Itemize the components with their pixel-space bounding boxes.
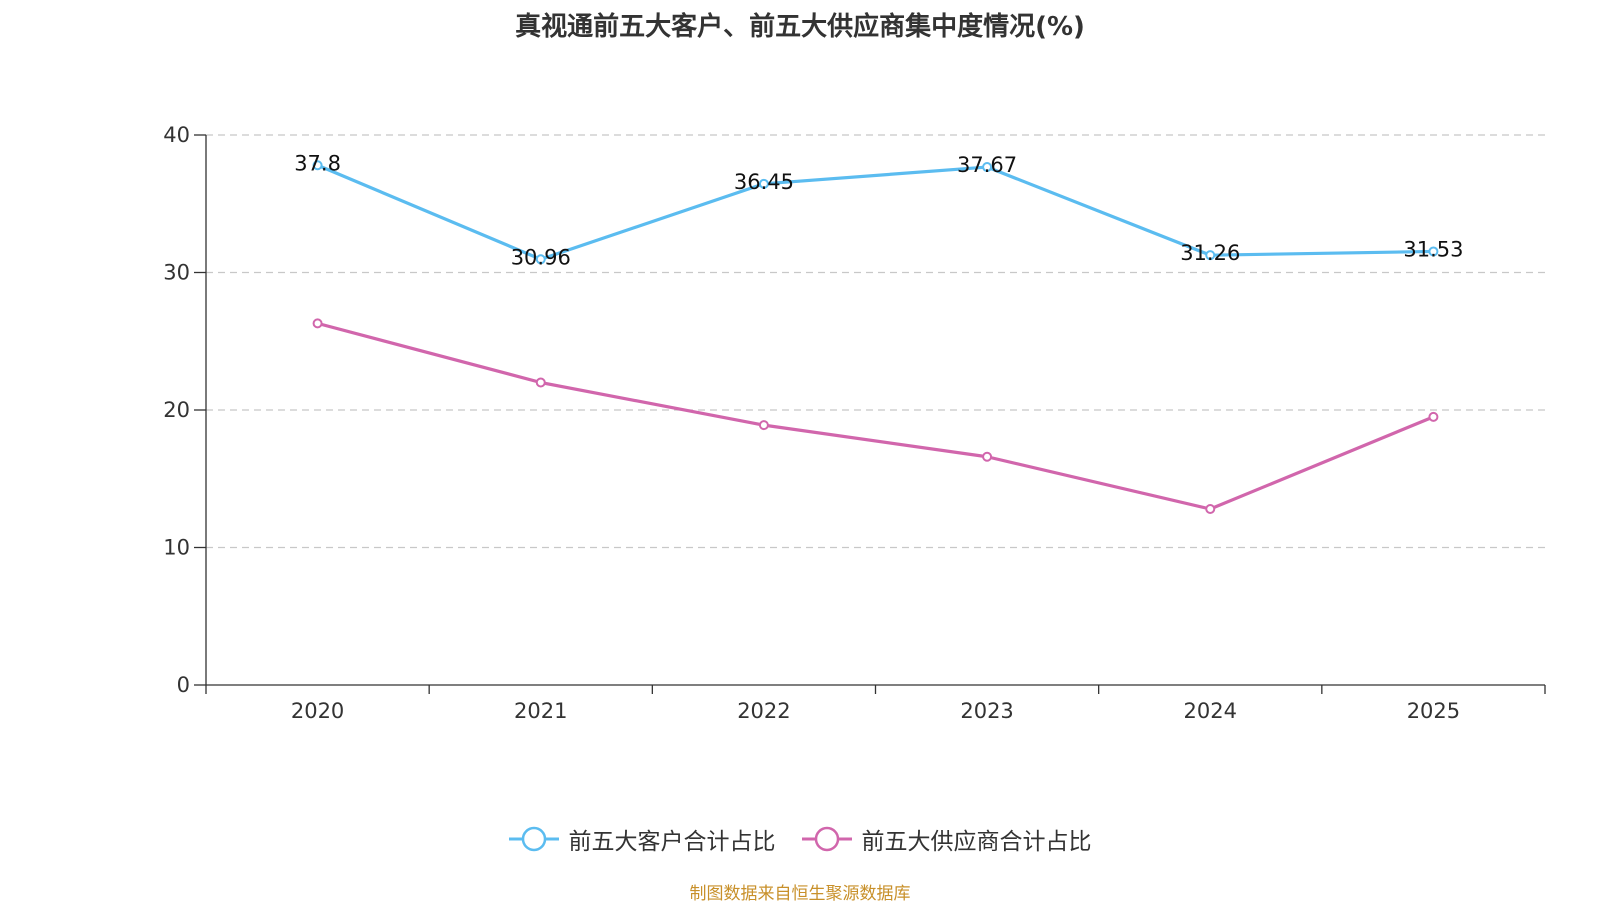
- series-1-point-2021: [535, 377, 546, 388]
- legend-marker-customers-icon: [508, 826, 559, 852]
- series-0-point-2022: [758, 178, 769, 189]
- legend: 前五大客户合计占比 前五大供应商合计占比: [0, 822, 1600, 856]
- data-label-0-2024: 31.26: [1180, 241, 1240, 265]
- x-tick-label-2022: 2022: [737, 699, 790, 723]
- chart-title: 真视通前五大客户、前五大供应商集中度情况(%): [515, 12, 1085, 42]
- series-1-point-2020: [312, 318, 323, 329]
- data-label-0-2025: 31.53: [1403, 237, 1463, 261]
- x-tick-label-2025: 2025: [1407, 699, 1460, 723]
- series-1-point-2025: [1428, 411, 1439, 422]
- data-label-0-2022: 36.45: [734, 170, 794, 194]
- data-labels: 37.8 30.96 36.45 37.67 31.26 31.53: [294, 151, 1463, 269]
- series-lines: [312, 160, 1439, 514]
- x-tick-label-2024: 2024: [1184, 699, 1237, 723]
- axes: 0 10 20 30 40 2020 2021 2022 2023 2024 2025: [163, 123, 1546, 723]
- series-line-1: [317, 321, 1435, 511]
- x-tick-label-2020: 2020: [291, 699, 344, 723]
- series-line-0: [316, 163, 1434, 261]
- series-1-point-2024: [1205, 504, 1216, 514]
- series-1-point-2023: [982, 451, 993, 462]
- series-0-point-2021: [535, 254, 546, 265]
- source-note: 制图数据来自恒生聚源数据库: [689, 884, 911, 904]
- grid-lines: [206, 134, 1545, 549]
- series-0-point-2024: [1205, 250, 1216, 261]
- legend-marker-suppliers-icon: [801, 826, 852, 852]
- legend-item-suppliers[interactable]: 前五大供应商合计占比: [801, 822, 1092, 856]
- y-tick-label-0: 0: [177, 673, 190, 697]
- series-0-point-2020: [312, 160, 323, 171]
- series-0-point-2025: [1428, 246, 1439, 257]
- series-0-point-2023: [982, 162, 993, 173]
- legend-label-suppliers: 前五大供应商合计占比: [861, 829, 1092, 855]
- data-label-0-2023: 37.67: [957, 153, 1017, 177]
- data-label-0-2020: 37.8: [294, 151, 341, 175]
- y-tick-label-30: 30: [163, 261, 190, 285]
- series-1-point-2022: [758, 420, 769, 431]
- x-tick-label-2021: 2021: [514, 699, 567, 723]
- y-tick-label-20: 20: [163, 398, 190, 422]
- data-label-0-2021: 30.96: [511, 245, 571, 269]
- x-tick-label-2023: 2023: [960, 699, 1013, 723]
- legend-label-customers: 前五大客户合计占比: [568, 829, 776, 855]
- legend-item-customers[interactable]: 前五大客户合计占比: [508, 822, 776, 856]
- y-tick-label-40: 40: [163, 123, 190, 147]
- y-tick-label-10: 10: [163, 536, 190, 560]
